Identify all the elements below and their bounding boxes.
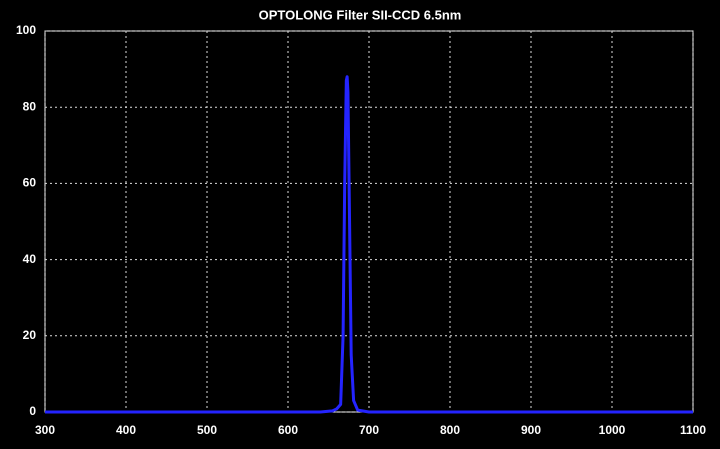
x-tick-label: 1000 xyxy=(599,423,626,437)
spectrum-line xyxy=(45,75,693,414)
chart-title: OPTOLONG Filter SII-CCD 6.5nm xyxy=(259,7,462,22)
y-tick-label: 80 xyxy=(23,99,37,113)
y-tick-label: 100 xyxy=(16,23,36,37)
y-tick-label: 0 xyxy=(29,404,36,418)
y-tick-label: 20 xyxy=(23,328,37,342)
x-tick-label: 300 xyxy=(35,423,55,437)
x-tick-label: 500 xyxy=(197,423,217,437)
x-tick-label: 400 xyxy=(116,423,136,437)
y-tick-label: 60 xyxy=(23,176,37,190)
x-tick-label: 900 xyxy=(521,423,541,437)
x-tick-label: 700 xyxy=(359,423,379,437)
x-tick-label: 600 xyxy=(278,423,298,437)
y-tick-label: 40 xyxy=(23,252,37,266)
x-tick-label: 800 xyxy=(440,423,460,437)
x-tick-label: 1100 xyxy=(680,423,706,437)
